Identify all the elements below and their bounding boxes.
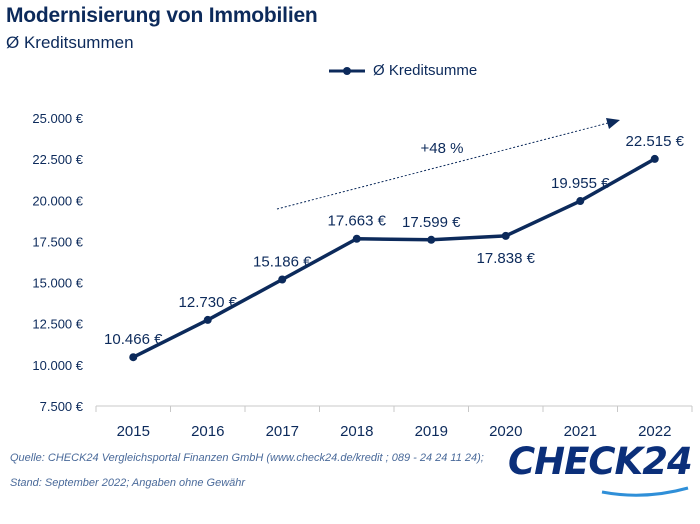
data-label: 17.838 €	[477, 250, 536, 267]
data-label: 15.186 €	[253, 254, 312, 271]
data-label: 19.955 €	[551, 175, 610, 192]
data-point	[576, 197, 585, 206]
x-tick-label: 2021	[564, 423, 597, 440]
data-label: 22.515 €	[626, 133, 685, 150]
data-label: 17.663 €	[328, 213, 387, 230]
logo-swoosh	[601, 486, 689, 497]
y-tick-label: 20.000 €	[32, 193, 83, 208]
data-point	[427, 235, 436, 244]
check24-logo: CHECK24	[508, 440, 693, 483]
data-point	[203, 315, 212, 324]
chart-title: Modernisierung von Immobilien	[6, 4, 318, 27]
y-tick-label: 15.000 €	[32, 276, 83, 291]
footer-stand: Stand: September 2022; Angaben ohne Gewä…	[10, 477, 246, 489]
x-tick-label: 2015	[117, 423, 150, 440]
x-tick-label: 2018	[340, 423, 373, 440]
line-chart: 7.500 € 10.000 € 12.500 € 15.000 € 17.500 € 2…	[32, 111, 693, 440]
data-point	[501, 231, 510, 240]
x-tick-label: 2022	[638, 423, 671, 440]
data-label: 10.466 €	[104, 331, 163, 348]
chart-subtitle: Ø Kreditsummen	[6, 33, 134, 52]
growth-annotation: +48 %	[421, 140, 464, 157]
series-line	[131, 157, 657, 359]
legend-label: Ø Kreditsumme	[373, 62, 478, 79]
y-tick-label: 10.000 €	[32, 358, 83, 373]
data-point	[650, 154, 659, 163]
x-tick-label: 2016	[191, 423, 224, 440]
trend-arrow-head	[606, 118, 620, 129]
legend-line-marker	[329, 66, 365, 75]
data-point	[352, 234, 361, 243]
x-tick-label: 2019	[415, 423, 448, 440]
footer-source: Quelle: CHECK24 Vergleichsportal Finanze…	[10, 452, 484, 464]
x-tick-label: 2017	[266, 423, 299, 440]
x-tick-label: 2020	[489, 423, 522, 440]
y-tick-label: 17.500 €	[32, 234, 83, 249]
trend-arrow-line	[276, 121, 613, 210]
data-label: 12.730 €	[179, 294, 238, 311]
legend: Ø Kreditsumme	[327, 62, 477, 79]
data-label: 17.599 €	[402, 214, 461, 231]
data-point	[129, 353, 138, 362]
y-tick-label: 7.500 €	[40, 399, 84, 414]
data-point	[278, 275, 287, 284]
y-tick-label: 22.500 €	[32, 152, 83, 167]
y-tick-label: 12.500 €	[32, 317, 83, 332]
y-tick-label: 25.000 €	[32, 111, 83, 126]
